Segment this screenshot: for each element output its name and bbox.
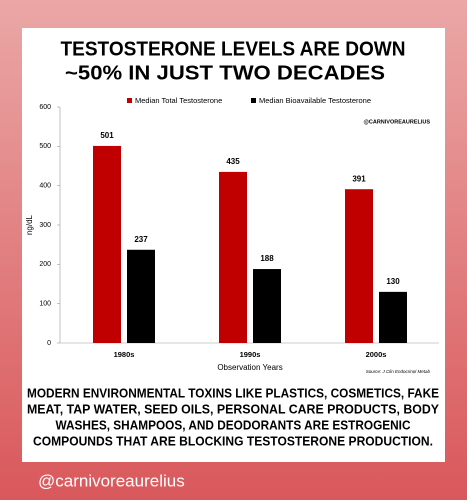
caption-line: COMPOUNDS THAT ARE BLOCKING TESTOSTERONE… <box>33 434 433 448</box>
caption-line: WASHES, SHAMPOOS, AND DEODORANTS ARE EST… <box>56 418 411 432</box>
data-label: 130 <box>386 277 400 286</box>
chart-title: TESTOSTERONE LEVELS ARE DOWN <box>61 38 406 60</box>
bar <box>93 145 121 343</box>
legend-label: Median Total Testosterone <box>135 96 222 105</box>
y-tick-label: 600 <box>39 104 51 111</box>
caption-line: MODERN ENVIRONMENTAL TOXINS LIKE PLASTIC… <box>27 386 439 400</box>
handle: @carnivoreaurelius <box>38 471 185 490</box>
y-tick-label: 400 <box>39 183 51 190</box>
y-tick-label: 100 <box>39 301 51 308</box>
legend-swatch <box>251 98 256 103</box>
bar <box>345 189 373 343</box>
legend-swatch <box>127 98 132 103</box>
y-tick-label: 300 <box>39 222 51 229</box>
bar <box>379 291 407 343</box>
source: Source: J Clin Endocrinol Metab <box>366 369 431 374</box>
y-axis-label: ng/dL <box>25 214 34 235</box>
y-tick-label: 200 <box>39 261 51 268</box>
x-tick-label: 1980s <box>114 350 135 359</box>
chart-title: ~50% IN JUST TWO DECADES <box>65 62 385 84</box>
data-label: 237 <box>134 235 148 244</box>
data-label: 391 <box>352 174 366 183</box>
data-label: 188 <box>260 254 274 263</box>
x-tick-label: 1990s <box>240 350 261 359</box>
watermark: @CARNIVOREAURELIUS <box>364 119 431 125</box>
data-label: 501 <box>100 131 114 140</box>
bar <box>253 269 281 343</box>
y-tick-label: 0 <box>47 340 51 347</box>
y-tick-label: 500 <box>39 143 51 150</box>
x-tick-label: 2000s <box>366 350 387 359</box>
bar <box>127 249 155 343</box>
x-axis-label: Observation Years <box>217 363 282 372</box>
legend-label: Median Bioavailable Testosterone <box>259 96 371 105</box>
data-label: 435 <box>226 157 240 166</box>
caption-line: MEAT, TAP WATER, SEED OILS, PERSONAL CAR… <box>27 402 440 416</box>
bar <box>219 171 247 343</box>
